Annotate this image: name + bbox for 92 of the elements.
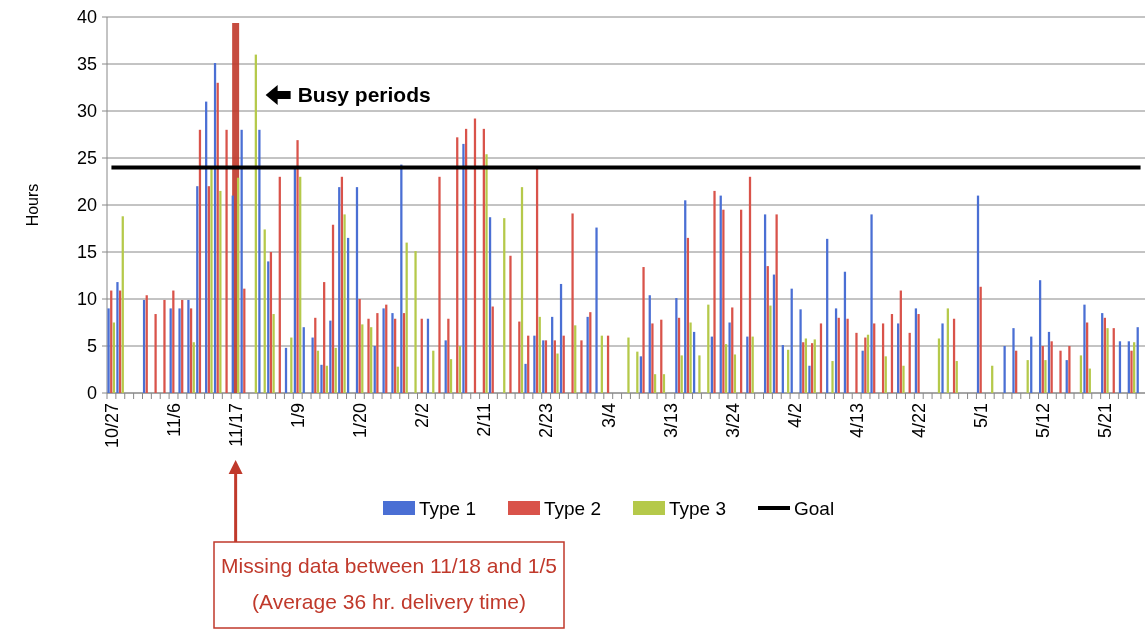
bar <box>320 364 323 393</box>
legend-label: Goal <box>794 497 835 519</box>
bar <box>580 340 583 393</box>
legend-label: Type 3 <box>669 497 727 519</box>
bar <box>941 323 944 393</box>
bar <box>1044 360 1047 393</box>
bar <box>870 214 873 393</box>
bar <box>462 143 465 393</box>
bar <box>391 313 394 393</box>
y-tick-label: 5 <box>86 336 97 357</box>
bar <box>1130 350 1133 393</box>
bar <box>713 190 716 393</box>
bar <box>376 313 379 393</box>
bar <box>733 354 737 393</box>
x-tick-label: 1/20 <box>350 403 371 439</box>
bar <box>1068 346 1071 393</box>
bar <box>272 314 275 393</box>
bar <box>329 320 332 393</box>
x-tick-label: 10/27 <box>101 403 122 449</box>
bar <box>855 332 858 393</box>
bar <box>509 255 512 393</box>
bar <box>698 355 701 393</box>
x-tick-label: 5/1 <box>971 403 992 429</box>
bar <box>1012 328 1015 393</box>
bar <box>533 335 536 393</box>
x-tick-label: 4/2 <box>784 403 805 429</box>
bar <box>187 299 190 393</box>
x-tick-label: 5/21 <box>1095 403 1116 439</box>
y-tick-label: 10 <box>76 289 97 310</box>
x-tick-label: 3/13 <box>660 403 681 439</box>
annotation: Busy periods <box>297 83 431 107</box>
bar <box>311 337 314 393</box>
bar <box>524 363 527 393</box>
bar <box>116 282 119 393</box>
bar <box>1083 304 1086 393</box>
text: Missing data between 11/18 and 1/5 (Average 36 hr. delivery time) <box>221 554 557 614</box>
y-axis-title: Hours <box>24 183 41 227</box>
x-tick-label: 4/22 <box>909 403 930 439</box>
y-tick-label: 20 <box>76 195 97 216</box>
bar <box>902 365 905 393</box>
bar <box>1059 350 1062 393</box>
x-tick-label: 3/24 <box>722 403 743 439</box>
bar <box>728 322 731 393</box>
bar <box>107 308 110 393</box>
x-tick-label: 2/2 <box>412 403 433 429</box>
bar <box>571 213 574 393</box>
y-tick-label: 25 <box>76 148 97 169</box>
bar <box>799 309 802 393</box>
bar <box>775 214 778 393</box>
legend-label: Type 1 <box>419 497 477 519</box>
y-tick-label: 0 <box>86 383 97 404</box>
bar <box>556 353 559 393</box>
x-tick-label: 2/23 <box>536 403 557 439</box>
bar <box>1106 328 1109 393</box>
y-tick-label: 30 <box>76 101 97 122</box>
bar <box>808 365 811 393</box>
bar <box>651 323 654 393</box>
bar <box>163 299 166 393</box>
legend-label: Type 2 <box>544 497 602 519</box>
x-tick-label: 3/4 <box>598 403 619 429</box>
y-tick-label: 15 <box>76 242 97 263</box>
bar <box>414 251 417 393</box>
y-tick-label: 35 <box>76 54 97 75</box>
bar <box>831 361 834 393</box>
bar <box>485 154 488 393</box>
x-tick-label: 11/17 <box>225 403 246 447</box>
x-tick-label: 2/11 <box>474 403 495 437</box>
bar <box>343 214 346 393</box>
bar <box>595 227 598 393</box>
bar <box>675 298 678 393</box>
bar <box>178 308 181 393</box>
bar <box>296 140 299 393</box>
x-tick-label: 5/12 <box>1033 403 1054 439</box>
y-tick-label: 40 <box>76 7 97 28</box>
x-tick-label: 11/6 <box>163 403 184 437</box>
bar <box>642 267 645 393</box>
bar <box>225 129 228 393</box>
bar <box>722 209 725 393</box>
x-tick-label: 4/13 <box>846 403 867 439</box>
bar <box>382 308 385 393</box>
bar <box>438 176 441 393</box>
bar <box>210 167 213 393</box>
bar <box>367 318 370 393</box>
bar <box>769 305 772 393</box>
bar <box>258 129 261 393</box>
x-tick-label: 1/9 <box>288 403 309 429</box>
bar <box>689 322 692 393</box>
bar <box>627 337 630 393</box>
bar <box>1003 346 1006 393</box>
bar <box>154 314 157 393</box>
bar <box>917 314 920 393</box>
bar <box>846 318 849 393</box>
